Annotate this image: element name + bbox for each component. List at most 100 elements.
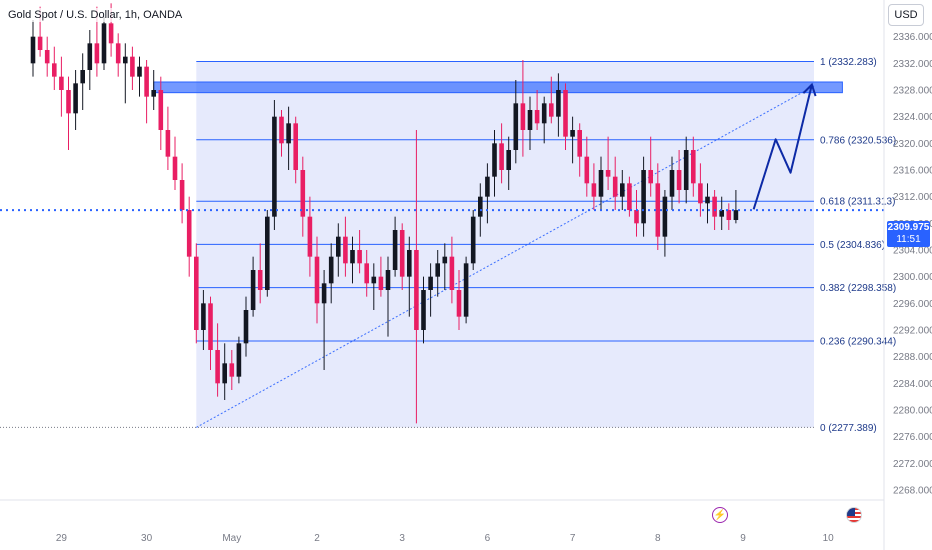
candle-body: [272, 116, 277, 217]
time-axis[interactable]: 29 30 May 2 3 6 7 8 9 10: [56, 533, 834, 544]
candle-body: [257, 270, 263, 290]
candle: [300, 156, 306, 237]
candle: [215, 323, 220, 397]
projection-polyline[interactable]: [752, 84, 813, 210]
candle-body: [229, 363, 235, 377]
candle: [307, 196, 313, 277]
candle-body: [194, 256, 199, 330]
candle: [691, 136, 696, 197]
price-axis[interactable]: 2268.000 2272.000 2276.000 2280.000 2284.000…: [893, 32, 932, 496]
candle: [101, 16, 107, 70]
candle: [655, 163, 661, 250]
fib-label-0_5: 0.5 (2304.836): [820, 240, 885, 251]
candle: [662, 190, 668, 257]
candle: [165, 106, 171, 170]
candle: [570, 116, 575, 164]
candle: [520, 60, 526, 157]
candle-body: [492, 143, 497, 177]
candle-body: [243, 310, 249, 344]
candle-body: [421, 290, 426, 330]
candle-body: [165, 130, 171, 157]
time-tick-label: 7: [570, 533, 576, 544]
candle-body: [620, 183, 625, 197]
candle-body: [357, 250, 362, 264]
candle: [343, 216, 348, 277]
time-tick-label: 10: [823, 533, 835, 544]
candle: [52, 46, 57, 90]
candle-body: [598, 170, 604, 197]
resistance-zone[interactable]: [153, 81, 843, 94]
candle-body: [726, 210, 732, 220]
candle: [577, 123, 582, 177]
candle-body: [549, 103, 554, 117]
candle: [719, 196, 724, 230]
candle: [428, 263, 433, 317]
symbol-title[interactable]: Gold Spot / U.S. Dollar, 1h, OANDA: [6, 8, 185, 22]
trendline-segment[interactable]: [196, 85, 815, 428]
candle-body: [87, 43, 93, 70]
candle: [421, 276, 426, 344]
candle-body: [556, 90, 561, 117]
candle: [556, 73, 561, 137]
fibonacci-retracement[interactable]: [0, 60, 815, 428]
candle-body: [719, 210, 724, 217]
candle: [669, 156, 675, 210]
candle: [541, 96, 547, 144]
projection-path[interactable]: [752, 82, 817, 210]
price-tick-label: 2304.000: [893, 246, 932, 257]
candle-body: [399, 230, 405, 277]
candle-body: [442, 256, 448, 264]
candle: [549, 76, 554, 124]
candle: [130, 46, 135, 90]
fib-label-0_382: 0.382 (2298.358): [820, 283, 896, 294]
price-tick-label: 2296.000: [893, 299, 932, 310]
candle-body: [520, 103, 526, 130]
lightning-bolt-icon[interactable]: ⚡: [712, 507, 728, 523]
candle: [229, 350, 235, 390]
candle: [137, 56, 142, 97]
candle: [286, 106, 291, 170]
projection-arrowhead[interactable]: [802, 82, 817, 97]
candle: [612, 156, 618, 210]
time-tick-label: 6: [485, 533, 491, 544]
currency-button[interactable]: USD: [888, 4, 924, 26]
price-tick-label: 2328.000: [893, 86, 932, 97]
fib-label-1: 1 (2332.283): [820, 57, 877, 68]
candle-body: [364, 263, 369, 284]
candle: [485, 163, 490, 224]
candle: [272, 100, 277, 230]
fib-label-0: 0 (2277.389): [820, 423, 877, 434]
candle-body: [186, 210, 192, 257]
candle-body: [627, 183, 632, 210]
candle-body: [30, 36, 36, 64]
candle: [158, 76, 164, 150]
candle-body: [733, 210, 739, 220]
candle-body: [144, 66, 149, 97]
candle-body: [215, 350, 220, 384]
candle-body: [307, 216, 313, 257]
candle-body: [605, 170, 611, 177]
candle-body: [591, 183, 597, 197]
candle: [357, 230, 362, 274]
resistance-zone-box[interactable]: [153, 81, 843, 94]
candle-body: [250, 270, 256, 310]
candle: [179, 163, 185, 224]
us-flag-icon[interactable]: [846, 507, 862, 523]
candle: [620, 170, 625, 210]
candle: [385, 256, 391, 337]
candle: [186, 196, 192, 277]
trendline[interactable]: [196, 85, 815, 428]
candle-body: [641, 170, 646, 224]
candle: [513, 80, 519, 164]
candle-body: [80, 70, 85, 84]
candle-body: [385, 270, 391, 290]
candle: [534, 90, 540, 130]
time-tick-label: 3: [399, 533, 405, 544]
candle-body: [371, 276, 377, 284]
candle: [463, 256, 469, 324]
candle-body: [499, 143, 504, 170]
candle-body: [634, 210, 639, 224]
time-tick-label: 30: [141, 533, 153, 544]
candle-body: [37, 36, 43, 50]
